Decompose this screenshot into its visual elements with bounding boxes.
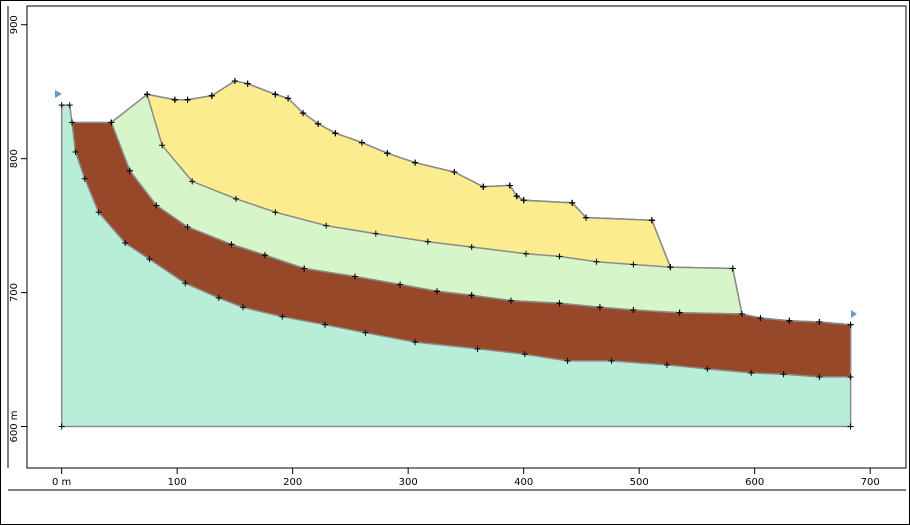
y-tick-label: 700 bbox=[9, 283, 20, 302]
y-tick-label: 600 m bbox=[9, 410, 20, 442]
y-tick-label: 900 bbox=[9, 15, 20, 34]
x-tick-label: 200 bbox=[283, 477, 302, 488]
x-tick-label: 100 bbox=[168, 477, 187, 488]
x-tick-label: 300 bbox=[399, 477, 418, 488]
x-tick-label: 0 m bbox=[52, 477, 71, 488]
chart: 0 m 100 200 300 400 500 600 700 600 m 700 800 900 bbox=[0, 0, 910, 525]
x-tick-label: 600 bbox=[745, 477, 764, 488]
x-tick-label: 700 bbox=[861, 477, 880, 488]
x-tick-label: 400 bbox=[514, 477, 533, 488]
y-tick-label: 800 bbox=[9, 149, 20, 168]
x-tick-label: 500 bbox=[630, 477, 649, 488]
